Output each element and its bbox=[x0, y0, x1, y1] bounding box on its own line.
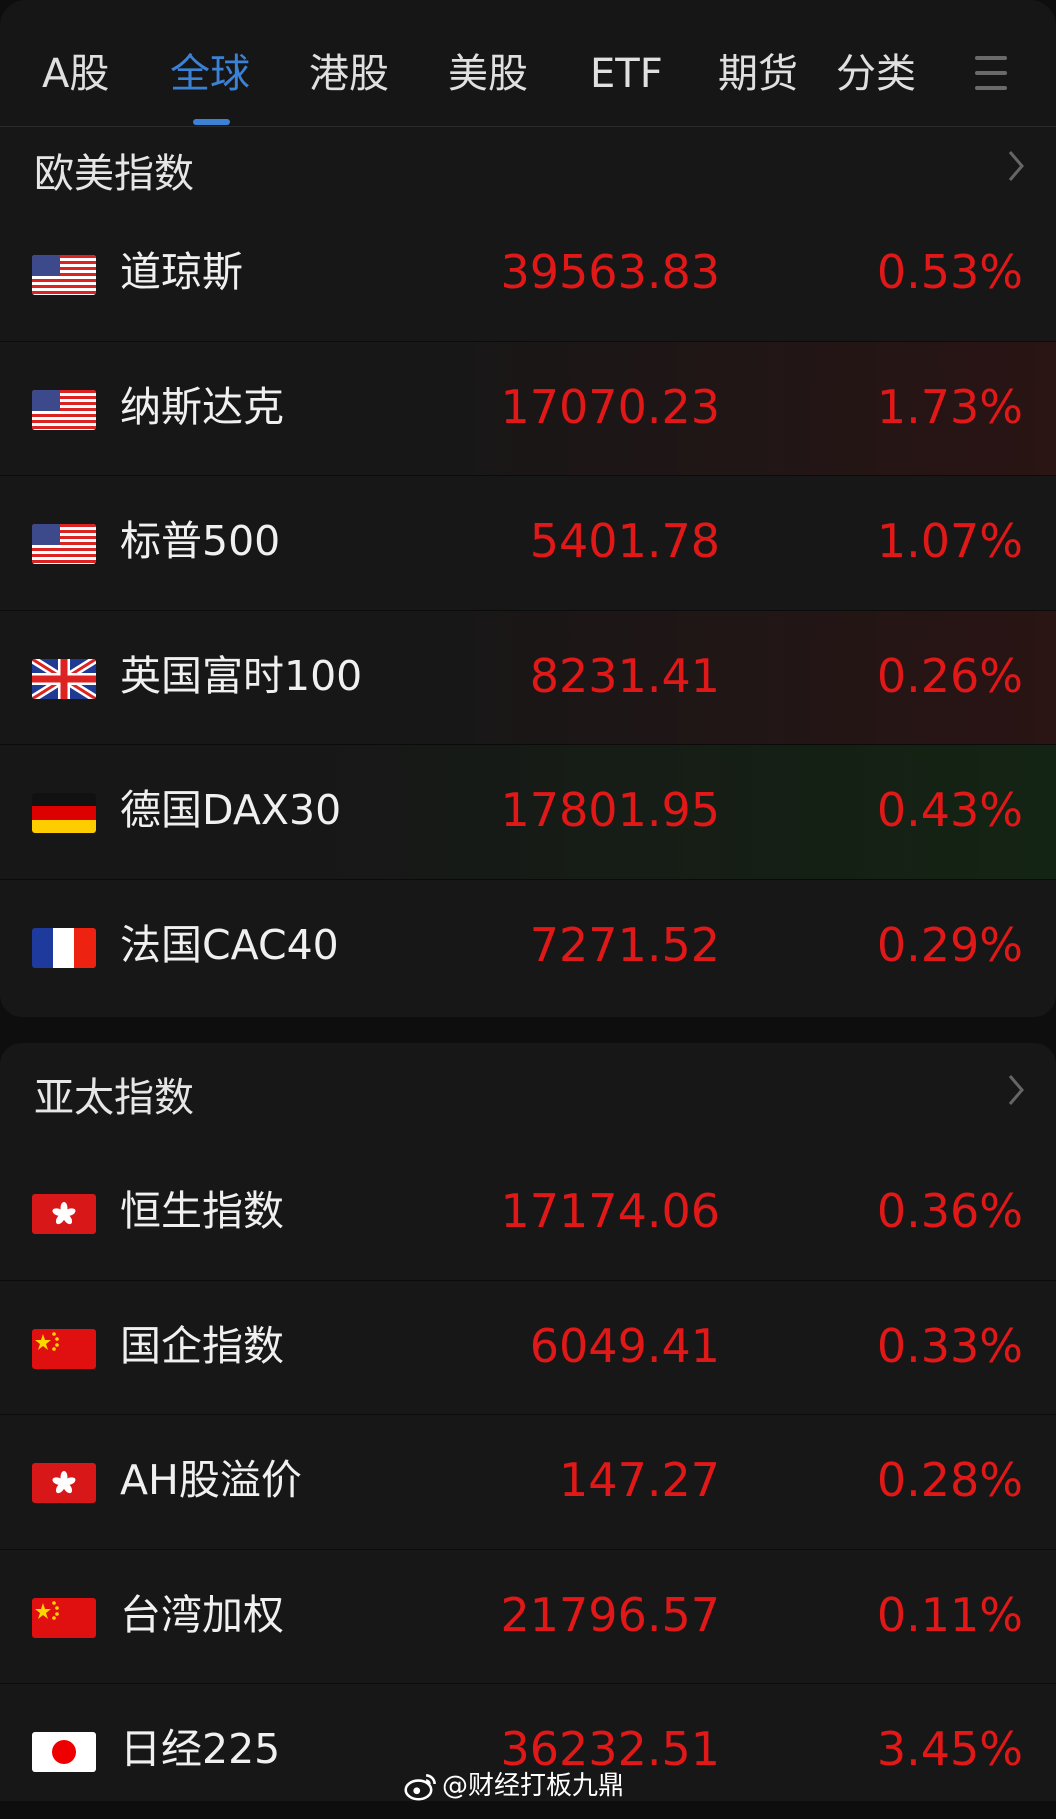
index-name: 英国富时100 bbox=[120, 651, 363, 700]
index-price: 17801.95 bbox=[500, 783, 721, 837]
index-change-percent: 1.07% bbox=[876, 514, 1023, 568]
section-header[interactable]: 欧美指数 bbox=[0, 127, 1056, 207]
index-row[interactable]: AH股溢价 147.27 0.28% bbox=[0, 1415, 1056, 1550]
section-europe-us: 欧美指数 道琼斯 39563.83 0.53% 纳斯达克 17070.23 1.… bbox=[0, 127, 1056, 1017]
index-name: 德国DAX30 bbox=[120, 786, 342, 834]
index-row[interactable]: 法国CAC40 7271.52 0.29% bbox=[0, 880, 1056, 1015]
japan-flag-icon bbox=[32, 1732, 96, 1772]
index-change-percent: 0.33% bbox=[876, 1318, 1023, 1373]
tab-bar: A股 全球 港股 美股 ETF 期货 分类 bbox=[0, 0, 1056, 127]
hong-kong-flag-icon bbox=[32, 1194, 96, 1234]
us-flag-icon bbox=[32, 389, 96, 430]
index-row[interactable]: 国企指数 6049.41 0.33% bbox=[0, 1281, 1056, 1415]
active-tab-indicator bbox=[193, 119, 230, 125]
index-name: 道琼斯 bbox=[120, 248, 243, 296]
index-change-percent: 0.11% bbox=[876, 1587, 1023, 1642]
index-row[interactable]: 台湾加权 21796.57 0.11% bbox=[0, 1550, 1056, 1684]
index-row[interactable]: 英国富时100 8231.41 0.26% bbox=[0, 610, 1056, 745]
index-change-percent: 0.28% bbox=[876, 1453, 1023, 1507]
index-price: 7271.52 bbox=[529, 917, 720, 972]
index-name: 法国CAC40 bbox=[120, 920, 339, 969]
us-flag-icon bbox=[32, 524, 96, 564]
index-name: 日经225 bbox=[120, 1725, 281, 1773]
index-price: 36232.51 bbox=[500, 1722, 721, 1776]
index-price: 147.27 bbox=[559, 1453, 720, 1507]
section-title: 欧美指数 bbox=[34, 151, 194, 197]
index-name: 国企指数 bbox=[120, 1321, 284, 1370]
tab-a-shares[interactable]: A股 bbox=[42, 51, 110, 97]
index-change-percent: 1.73% bbox=[876, 379, 1023, 434]
index-price: 6049.41 bbox=[529, 1318, 720, 1373]
index-change-percent: 0.53% bbox=[876, 245, 1023, 299]
index-change-percent: 0.29% bbox=[876, 917, 1023, 972]
tab-etf[interactable]: ETF bbox=[590, 51, 663, 97]
index-name: 标普500 bbox=[120, 517, 281, 565]
index-change-percent: 0.43% bbox=[876, 783, 1023, 837]
section-title: 亚太指数 bbox=[34, 1075, 194, 1121]
china-flag-icon bbox=[32, 1597, 96, 1638]
index-price: 39563.83 bbox=[500, 245, 721, 299]
index-row[interactable]: 德国DAX30 17801.95 0.43% bbox=[0, 745, 1056, 880]
index-price: 17174.06 bbox=[500, 1184, 721, 1238]
index-name: AH股溢价 bbox=[120, 1456, 302, 1504]
hong-kong-flag-icon bbox=[32, 1463, 96, 1503]
index-name: 纳斯达克 bbox=[120, 382, 284, 431]
tab-hk[interactable]: 港股 bbox=[309, 51, 389, 97]
index-row[interactable]: 标普500 5401.78 1.07% bbox=[0, 476, 1056, 611]
index-price: 8231.41 bbox=[529, 648, 720, 703]
china-flag-icon bbox=[32, 1328, 96, 1369]
chevron-right-icon[interactable] bbox=[1006, 149, 1026, 183]
index-row[interactable]: 恒生指数 17174.06 0.36% bbox=[0, 1146, 1056, 1281]
us-flag-icon bbox=[32, 255, 96, 295]
index-change-percent: 0.26% bbox=[876, 648, 1023, 703]
index-name: 台湾加权 bbox=[120, 1590, 284, 1639]
hamburger-icon[interactable] bbox=[975, 56, 1007, 90]
chevron-right-icon[interactable] bbox=[1006, 1073, 1026, 1107]
uk-flag-icon bbox=[32, 658, 96, 699]
tab-us[interactable]: 美股 bbox=[448, 51, 528, 97]
tab-global[interactable]: 全球 bbox=[170, 51, 250, 97]
watermark-text: @财经打板九鼎 bbox=[442, 1771, 625, 1801]
germany-flag-icon bbox=[32, 793, 96, 833]
index-price: 5401.78 bbox=[529, 514, 720, 568]
index-row[interactable]: 日经225 36232.51 3.45% bbox=[0, 1684, 1056, 1819]
section-header[interactable]: 亚太指数 bbox=[0, 1043, 1056, 1146]
index-price: 17070.23 bbox=[500, 379, 721, 434]
index-name: 恒生指数 bbox=[120, 1187, 284, 1235]
france-flag-icon bbox=[32, 927, 96, 968]
index-change-percent: 0.36% bbox=[876, 1184, 1023, 1238]
weibo-icon bbox=[404, 1774, 436, 1801]
index-change-percent: 3.45% bbox=[876, 1722, 1023, 1776]
index-price: 21796.57 bbox=[500, 1587, 721, 1642]
watermark: @财经打板九鼎 bbox=[404, 1772, 624, 1801]
index-row[interactable]: 纳斯达克 17070.23 1.73% bbox=[0, 341, 1056, 476]
tab-category[interactable]: 分类 bbox=[836, 51, 916, 97]
tab-futures[interactable]: 期货 bbox=[718, 51, 798, 97]
index-row[interactable]: 道琼斯 39563.83 0.53% bbox=[0, 207, 1056, 342]
section-asia-pacific: 亚太指数 恒生指数 17174.06 0.36% 国企指数 6049.41 0.… bbox=[0, 1043, 1056, 1801]
